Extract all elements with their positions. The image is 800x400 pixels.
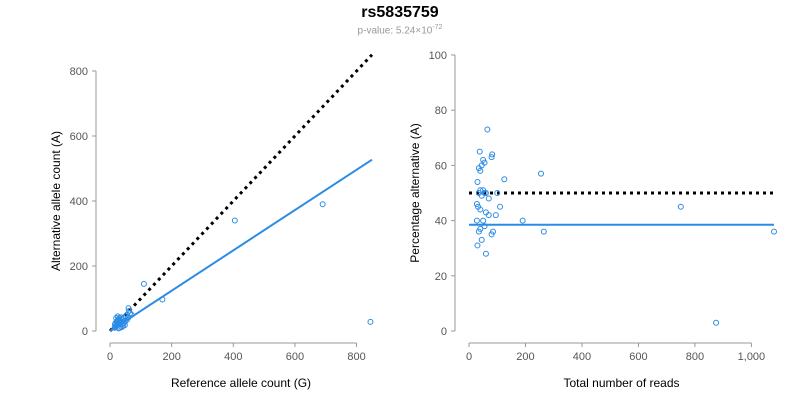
left-y-tick-label: 200	[70, 261, 88, 273]
left-panel: 0 200 400 600 800 0 200 400 600 800 Reference alle…	[49, 53, 374, 390]
right-data-point	[488, 154, 495, 161]
left-y-tick-label: 800	[70, 66, 88, 78]
right-y-tick-label: 0	[441, 326, 447, 338]
left-data-point	[118, 314, 125, 321]
right-y-axis-label: Percentage alternative (A)	[408, 123, 422, 262]
right-data-point	[474, 178, 481, 185]
left-data-point	[113, 318, 120, 325]
p-value-text: p-value: 5.24×10	[357, 25, 433, 37]
right-data-point	[677, 203, 684, 210]
right-y-tick-label: 20	[435, 271, 447, 283]
right-data-point	[474, 242, 481, 249]
right-data-point	[492, 212, 499, 219]
left-x-tick-label: 800	[347, 351, 365, 363]
right-data-point	[485, 212, 492, 219]
left-data-point	[159, 296, 166, 303]
right-data-point	[485, 195, 492, 202]
right-data-point	[480, 187, 487, 194]
right-data-point	[478, 236, 485, 243]
left-data-point	[319, 201, 326, 208]
right-data-point	[482, 250, 489, 257]
right-x-tick-label: 800	[686, 351, 704, 363]
chart-title: rs5835759	[361, 4, 439, 21]
right-data-point	[477, 167, 484, 174]
right-y-tick-label: 40	[435, 216, 447, 228]
right-x-axis-label: Total number of reads	[563, 376, 679, 390]
right-data-point	[489, 151, 496, 158]
left-y-tick-label: 400	[70, 196, 88, 208]
left-x-axis-label: Reference allele count (G)	[171, 376, 311, 390]
right-y-tick-label: 100	[429, 50, 447, 62]
left-fit-line	[109, 158, 373, 332]
right-y-tick-label: 80	[435, 105, 447, 117]
right-x-tick-label: 0	[466, 351, 472, 363]
right-data-point	[497, 203, 504, 210]
right-x-tick-label: 400	[573, 351, 591, 363]
left-y-tick-label: 0	[82, 326, 88, 338]
right-data-point	[480, 217, 487, 224]
right-y-tick-label: 60	[435, 160, 447, 172]
right-data-point	[490, 228, 497, 235]
left-data-point	[115, 325, 122, 332]
left-y-axis-label: Alternative allele count (A)	[49, 131, 63, 271]
right-data-point	[501, 176, 508, 183]
left-reference-line	[108, 53, 374, 333]
right-x-tick-label: 600	[629, 351, 647, 363]
chart-subtitle: p-value: 5.24×10-72	[0, 24, 800, 36]
right-data-point	[473, 217, 480, 224]
left-x-tick-label: 200	[162, 351, 180, 363]
left-data-point	[128, 311, 135, 318]
right-data-point	[481, 223, 488, 230]
right-data-point	[477, 206, 484, 213]
left-x-tick-label: 400	[224, 351, 242, 363]
right-panel: 0 200 400 600 800 1,000 0 20 40 60 80 100 Total numb…	[408, 50, 777, 390]
left-data-point	[112, 319, 119, 326]
right-data-point	[478, 192, 485, 199]
right-data-point	[484, 126, 491, 133]
right-x-tick-label: 200	[516, 351, 534, 363]
p-value-exponent: -72	[432, 24, 443, 31]
right-data-point	[473, 201, 480, 208]
left-x-tick-label: 600	[286, 351, 304, 363]
right-data-point	[538, 170, 545, 177]
left-data-point	[127, 310, 134, 317]
right-data-point	[540, 228, 547, 235]
left-data-point	[122, 313, 129, 320]
right-data-point	[713, 319, 720, 326]
right-data-point	[771, 228, 777, 235]
left-x-tick-label: 0	[107, 351, 113, 363]
left-data-point	[140, 280, 147, 287]
right-data-point	[477, 225, 484, 232]
left-data-point	[231, 217, 238, 224]
right-data-point	[478, 162, 485, 169]
right-data-point	[519, 217, 526, 224]
right-x-tick-label: 1,000	[738, 351, 766, 363]
right-data-point	[476, 148, 483, 155]
right-data-point	[494, 190, 501, 196]
left-data-point	[367, 318, 374, 325]
left-y-tick-label: 600	[70, 131, 88, 143]
